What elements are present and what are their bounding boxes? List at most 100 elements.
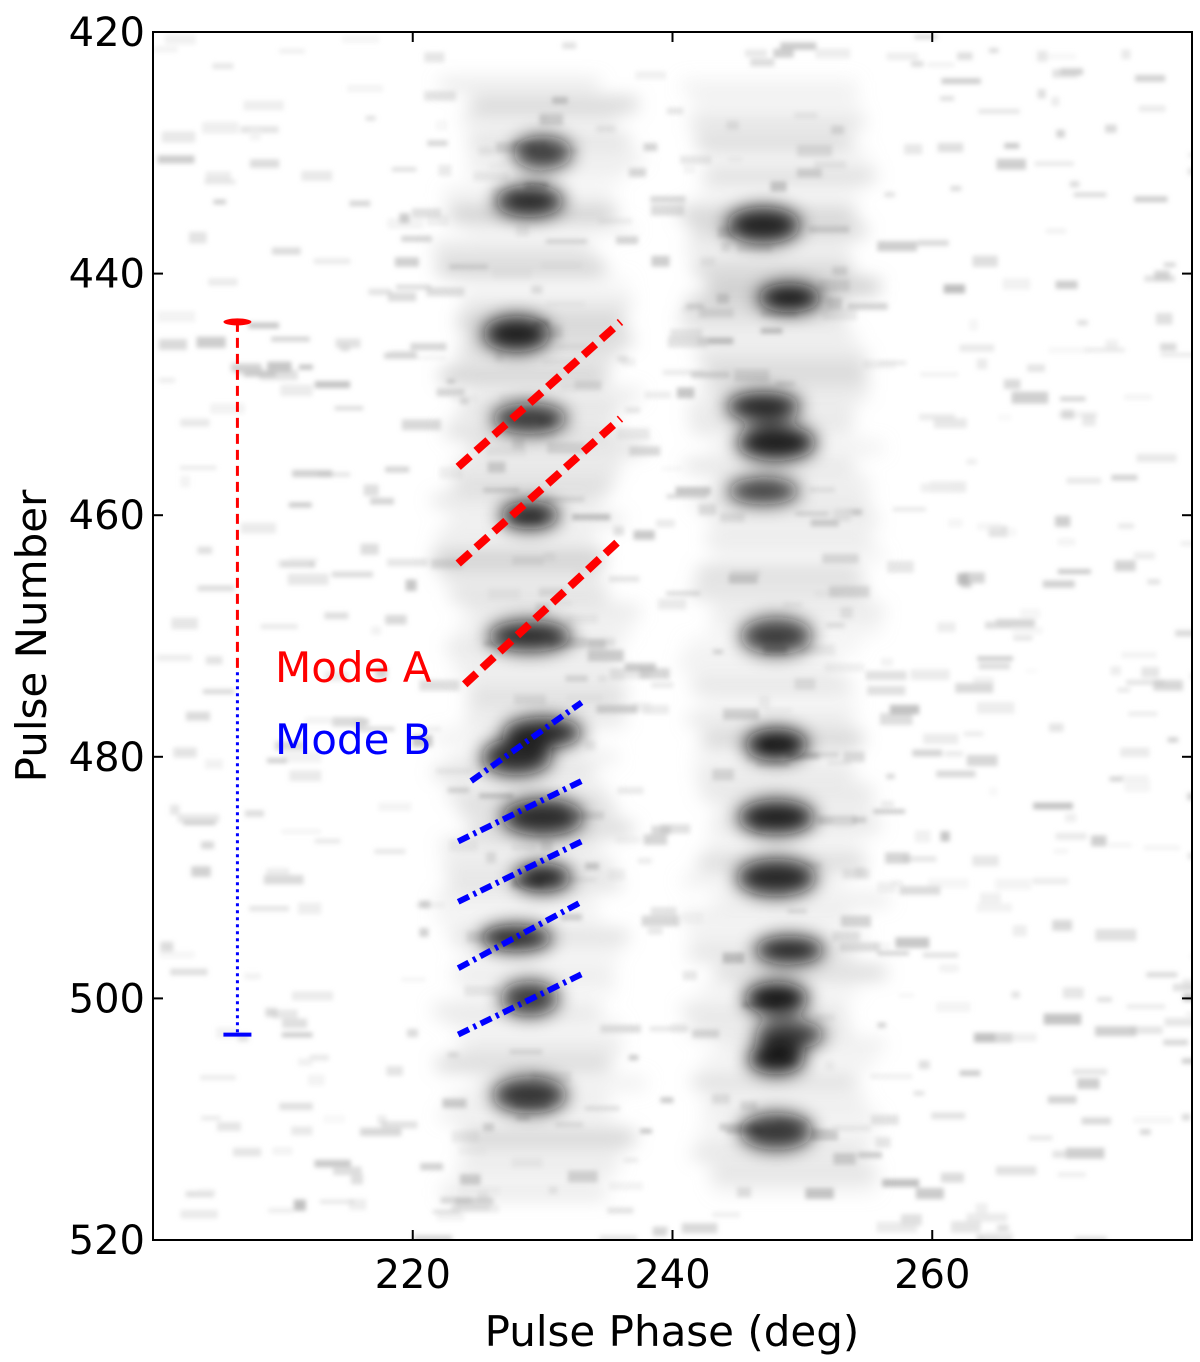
noise-speckle [263,874,304,885]
noise-speckle [419,900,431,909]
bright-spot [727,477,800,505]
noise-speckle [831,125,845,135]
band-streak-trailing [693,261,853,275]
noise-speckle [460,1174,481,1185]
noise-speckle [279,1102,313,1111]
noise-speckle [197,546,213,554]
noise-speckle [844,509,862,516]
bright-spots [480,136,825,1150]
noise-speckle [875,1137,891,1148]
noise-speckle [985,621,996,629]
noise-speckle [996,158,1026,170]
noise-speckle [1182,1113,1191,1121]
noise-speckle [941,78,981,84]
band-streak-trailing [679,315,846,324]
noise-speckle [1110,666,1121,676]
noise-speckle [609,576,640,583]
noise-speckle [153,46,178,53]
noise-speckle [961,580,972,588]
noise-speckle [451,1205,490,1211]
noise-speckle [282,751,322,763]
axes: 220 240 260 420 440 460 480 500 520 [69,10,1192,1298]
band-streak-trailing [693,1149,867,1158]
noise-speckle [936,1001,971,1013]
noise-speckle [260,624,298,630]
noise-speckle [1077,1078,1100,1089]
band-streak-leading [433,243,593,255]
noise-speckle [1055,515,1071,527]
noise-speckle [291,991,334,1001]
bright-spot [500,501,560,530]
band-streak-trailing [706,533,872,545]
band-streak-leading [470,98,638,111]
noise-speckle [1120,747,1150,757]
noise-speckle [413,1235,453,1240]
noise-speckle [567,1170,598,1183]
band-streak-trailing [705,841,864,854]
noise-speckle [585,740,596,751]
noise-speckle [419,679,460,691]
noise-speckle [681,306,693,313]
bright-spot [737,799,816,835]
noise-speckle [374,849,406,854]
noise-speckle [370,497,394,505]
noise-speckle [1114,560,1136,572]
band-streak-leading [441,569,602,580]
band-streak-trailing [692,587,867,596]
noise-speckle [712,1212,741,1218]
noise-speckle [831,510,853,520]
noise-speckle [728,574,758,584]
noise-speckle [566,614,598,624]
noise-speckle [972,255,998,267]
noise-speckle [682,970,697,981]
band-streak-trailing [679,660,839,667]
noise-speckle [625,407,641,413]
noise-speckle [573,811,605,820]
noise-speckle [197,585,235,592]
noise-speckle [667,336,708,348]
noise-speckle [412,735,433,747]
noise-speckle [957,52,973,61]
noise-speckle [1084,347,1125,353]
noise-speckle [440,1196,472,1204]
noise-speckle [737,1187,751,1198]
noise-speckle [995,1033,1037,1042]
noise-speckle [342,35,380,43]
bright-spot [513,863,572,892]
noise-speckle [1153,680,1183,691]
bright-spot [501,798,584,836]
band-streak-trailing [700,696,859,707]
noise-speckle [298,902,322,915]
noise-speckle [160,941,174,953]
band-streak-trailing [703,1095,866,1107]
noise-speckle [279,49,305,54]
noise-speckle [1164,1018,1192,1027]
bright-spot [481,738,552,776]
noise-speckle [371,626,382,635]
noise-speckle [893,507,926,512]
band-streak-leading [437,1058,611,1070]
noise-speckle [805,1187,834,1199]
mode-label-mode-a: Mode A [275,643,432,692]
noise-speckle [670,329,703,340]
noise-speckle [1108,842,1132,848]
noise-speckle [1058,411,1098,418]
noise-speckle [922,952,959,958]
y-tick-label: 440 [69,252,145,298]
noise-speckle [977,702,1015,714]
noise-speckle [340,344,350,352]
noise-speckle [895,937,930,948]
noise-speckle [202,689,235,694]
noise-speckle [650,204,685,216]
noise-speckle [660,824,691,834]
bright-spot [726,391,801,422]
noise-speckle [323,1114,346,1124]
band-streak-trailing [687,714,854,724]
noise-speckle [761,309,798,318]
bright-spot [757,283,822,313]
noise-speckle [628,1054,639,1061]
noise-speckle [170,804,180,815]
band-streak-leading [450,587,608,602]
band-streak-leading [432,497,602,504]
bright-spot [744,982,809,1015]
